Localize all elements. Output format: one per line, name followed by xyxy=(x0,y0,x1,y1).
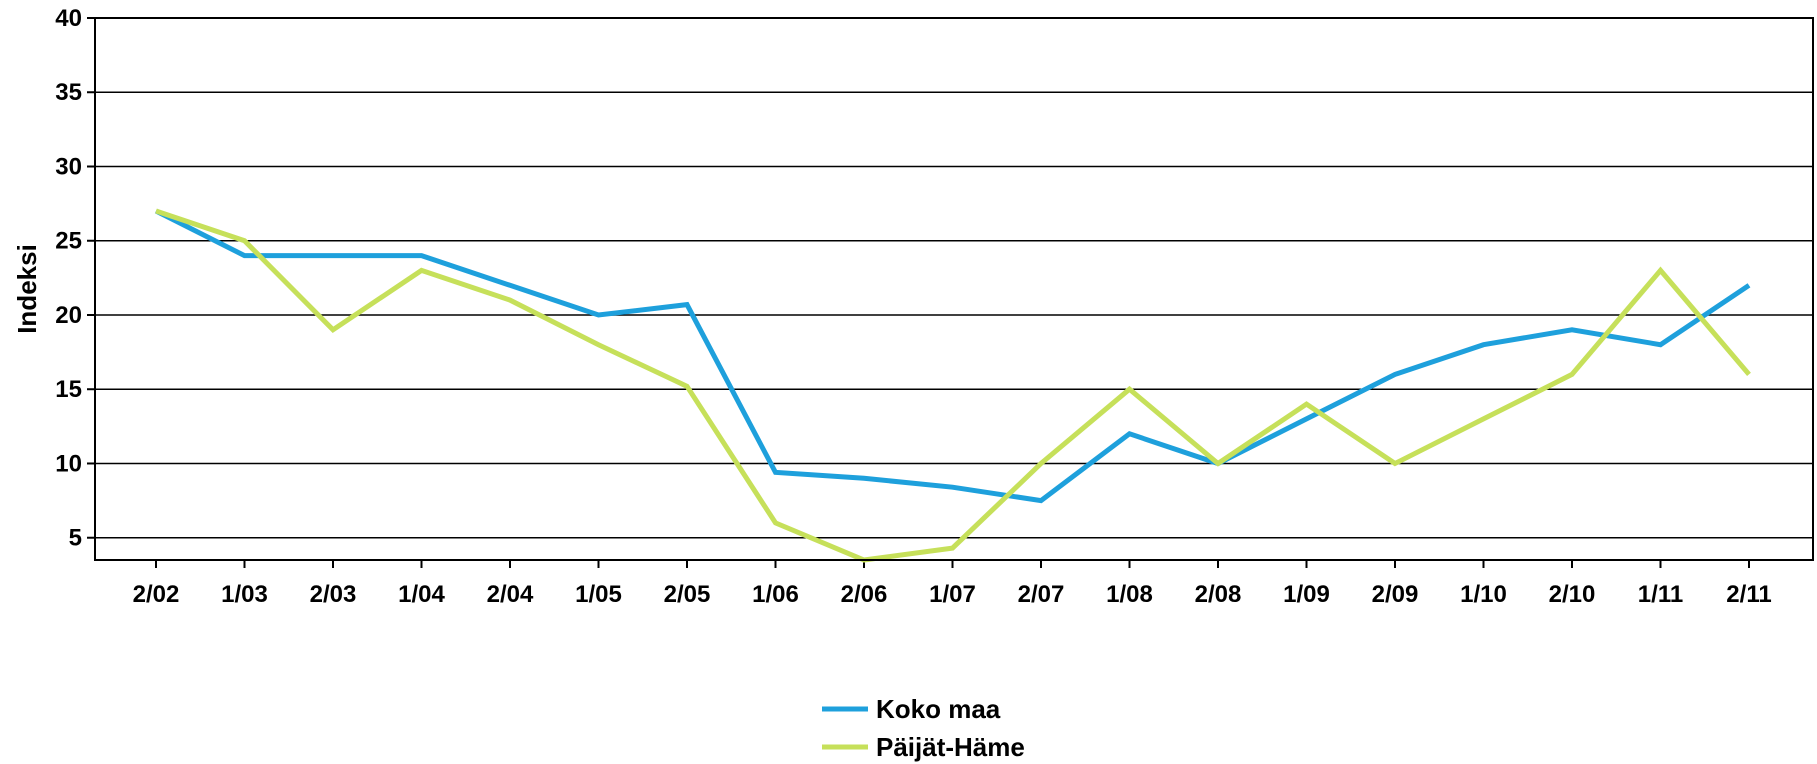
x-tick-label: 1/05 xyxy=(575,581,622,608)
y-axis-label: Indeksi xyxy=(12,244,42,334)
series-line-1 xyxy=(155,208,1751,563)
x-tick-label: 1/10 xyxy=(1460,581,1507,608)
x-tick-label: 1/06 xyxy=(752,581,799,608)
legend-label-0: Koko maa xyxy=(876,694,1001,724)
legend: Koko maa Päijät-Häme xyxy=(822,694,1025,762)
y-tick-label: 40 xyxy=(55,5,82,32)
plot-frame xyxy=(94,17,1814,561)
y-tick-label: 35 xyxy=(55,79,82,106)
y-axis-ticks: 5 10 15 20 25 30 35 40 xyxy=(55,5,95,552)
x-tick-label: 2/11 xyxy=(1726,581,1771,608)
x-tick-label: 1/07 xyxy=(929,581,976,608)
x-tick-label: 1/08 xyxy=(1106,581,1153,608)
x-tick-label: 2/08 xyxy=(1195,581,1242,608)
x-tick-label: 1/09 xyxy=(1283,581,1330,608)
x-tick-label: 2/07 xyxy=(1018,581,1065,608)
x-tick-label: 2/04 xyxy=(487,581,534,608)
x-tick-label: 2/06 xyxy=(841,581,888,608)
y-tick-label: 30 xyxy=(55,153,82,180)
y-tick-label: 20 xyxy=(55,302,82,329)
x-tick-label: 2/03 xyxy=(310,581,357,608)
series-lines xyxy=(154,208,1751,563)
x-tick-label: 2/09 xyxy=(1372,581,1419,608)
y-tick-label: 25 xyxy=(55,228,82,255)
x-tick-label: 2/02 xyxy=(133,581,180,608)
x-tick-label: 1/11 xyxy=(1638,581,1683,608)
y-tick-label: 10 xyxy=(55,450,82,477)
x-tick-label: 1/04 xyxy=(398,581,445,608)
x-tick-label: 2/05 xyxy=(664,581,711,608)
y-tick-label: 5 xyxy=(69,525,82,552)
x-tick-label: 2/10 xyxy=(1549,581,1596,608)
y-tick-label: 15 xyxy=(55,376,82,403)
x-tick-label: 1/03 xyxy=(221,581,268,608)
legend-label-1: Päijät-Häme xyxy=(876,732,1025,762)
grid-lines xyxy=(95,17,1813,539)
x-axis-ticks: 2/02 1/03 2/03 1/04 2/04 1/05 2/05 1/06 2/06 1/07… xyxy=(133,560,1772,608)
series-line-0 xyxy=(154,208,1751,504)
